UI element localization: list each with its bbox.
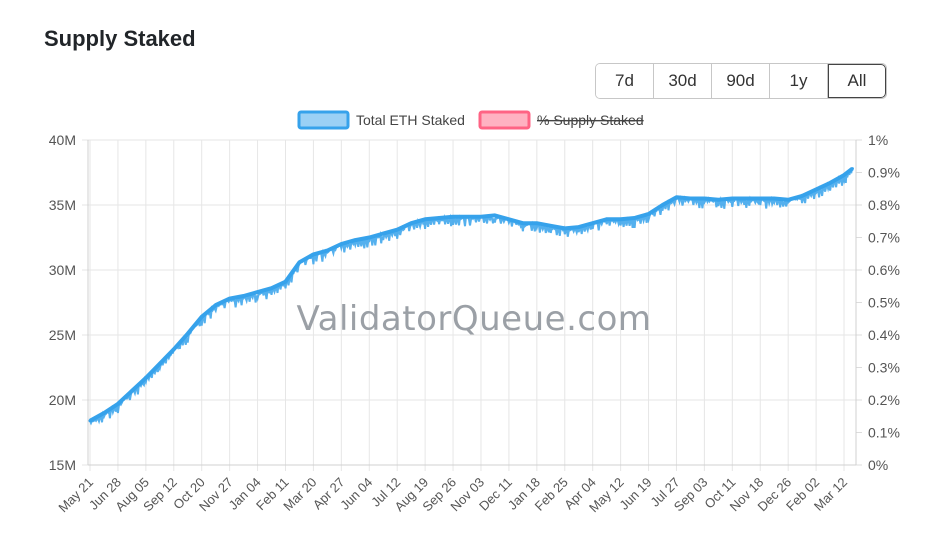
legend-label-supply-staked: % Supply Staked (537, 112, 644, 128)
data-point (242, 294, 246, 298)
data-point (116, 402, 120, 406)
data-point (214, 303, 218, 307)
data-point (102, 411, 106, 415)
y-right-tick-label: 0.7% (868, 230, 900, 246)
data-point (521, 221, 525, 225)
data-point (381, 232, 385, 236)
chart-legend: Total ETH Staked % Supply Staked (297, 110, 644, 130)
data-point (730, 197, 734, 200)
data-point (451, 215, 455, 219)
data-point (577, 225, 581, 229)
data-point (423, 217, 427, 221)
series-line-noise (89, 169, 853, 426)
data-point (172, 347, 176, 351)
data-point (88, 419, 92, 423)
data-point (563, 226, 567, 230)
data-point (605, 217, 609, 221)
data-point (437, 216, 441, 220)
range-button-all[interactable]: All (828, 64, 886, 98)
data-point (800, 194, 804, 198)
page-title: Supply Staked (44, 26, 196, 51)
data-point (283, 280, 287, 284)
data-point (772, 197, 776, 200)
data-point (479, 215, 483, 219)
data-point (702, 197, 706, 200)
legend-swatch-supply-staked (478, 110, 531, 130)
y-left-tick-label: 35M (49, 197, 76, 213)
data-point (325, 249, 329, 252)
data-point (535, 221, 539, 225)
data-point (850, 167, 854, 171)
y-left-tick-label: 30M (49, 262, 76, 278)
data-point (633, 216, 637, 220)
y-left-tick-label: 40M (49, 132, 76, 148)
data-point (339, 242, 343, 246)
range-button-1y[interactable]: 1y (770, 64, 828, 98)
y-right-tick-label: 0.8% (868, 197, 900, 213)
data-point (549, 224, 553, 228)
data-point (619, 217, 623, 221)
data-point (270, 286, 274, 290)
range-button-30d[interactable]: 30d (654, 64, 712, 98)
chart-grid (82, 139, 862, 471)
legend-item-total-eth-staked[interactable]: Total ETH Staked (297, 110, 465, 130)
y-left-tick-label: 20M (49, 392, 76, 408)
time-range-selector: 7d 30d 90d 1y All (595, 63, 887, 99)
data-point (661, 203, 665, 207)
data-point (688, 197, 692, 200)
data-point (395, 228, 399, 232)
y-axis-right: 0% 0.1% 0.2% 0.3% 0.4% 0.5% 0.6% 0.7% 0.8% 0.9% 1% (868, 132, 900, 473)
y-right-tick-label: 0.4% (868, 327, 900, 343)
data-point (716, 198, 720, 202)
data-point (367, 236, 371, 239)
y-right-tick-label: 0.6% (868, 262, 900, 278)
data-point (228, 297, 232, 301)
data-point (744, 197, 748, 200)
series-line-total-eth-staked (89, 167, 854, 423)
data-point (674, 195, 678, 199)
legend-swatch-total-eth-staked (297, 110, 350, 130)
legend-label-total-eth-staked: Total ETH Staked (356, 112, 465, 128)
y-right-tick-label: 0.5% (868, 295, 900, 311)
data-point (409, 221, 413, 225)
data-point (493, 213, 497, 217)
data-point (311, 252, 315, 256)
y-right-tick-label: 0.3% (868, 360, 900, 376)
x-tick-label: Jun 04 (337, 475, 375, 513)
x-tick-label: Jun 19 (616, 475, 654, 513)
data-point (828, 181, 832, 185)
data-point (465, 215, 469, 219)
range-button-90d[interactable]: 90d (712, 64, 770, 98)
data-point (158, 362, 162, 366)
data-point (647, 212, 651, 216)
data-point (842, 173, 846, 177)
y-right-tick-label: 1% (868, 132, 888, 148)
data-point (591, 221, 595, 225)
data-point (144, 376, 148, 380)
y-left-tick-label: 15M (49, 457, 76, 473)
watermark-text: ValidatorQueue.com (297, 299, 652, 339)
y-axis-left: 15M 20M 25M 30M 35M 40M (49, 132, 76, 473)
data-point (297, 260, 301, 264)
data-point (814, 187, 818, 191)
data-point (786, 198, 790, 202)
data-point (186, 332, 190, 336)
y-left-tick-label: 25M (49, 327, 76, 343)
data-point (507, 217, 511, 221)
data-point (353, 238, 357, 242)
data-point (758, 197, 762, 200)
y-right-tick-label: 0.2% (868, 392, 900, 408)
y-right-tick-label: 0% (868, 457, 888, 473)
y-right-tick-label: 0.1% (868, 425, 900, 441)
data-point (256, 290, 260, 294)
data-point (130, 389, 134, 393)
range-button-7d[interactable]: 7d (596, 64, 654, 98)
x-tick-label: May 21 (55, 475, 96, 516)
data-point (200, 315, 204, 319)
y-right-tick-label: 0.9% (868, 165, 900, 181)
series-total-eth-staked (88, 167, 854, 426)
legend-item-supply-staked[interactable]: % Supply Staked (478, 110, 644, 130)
